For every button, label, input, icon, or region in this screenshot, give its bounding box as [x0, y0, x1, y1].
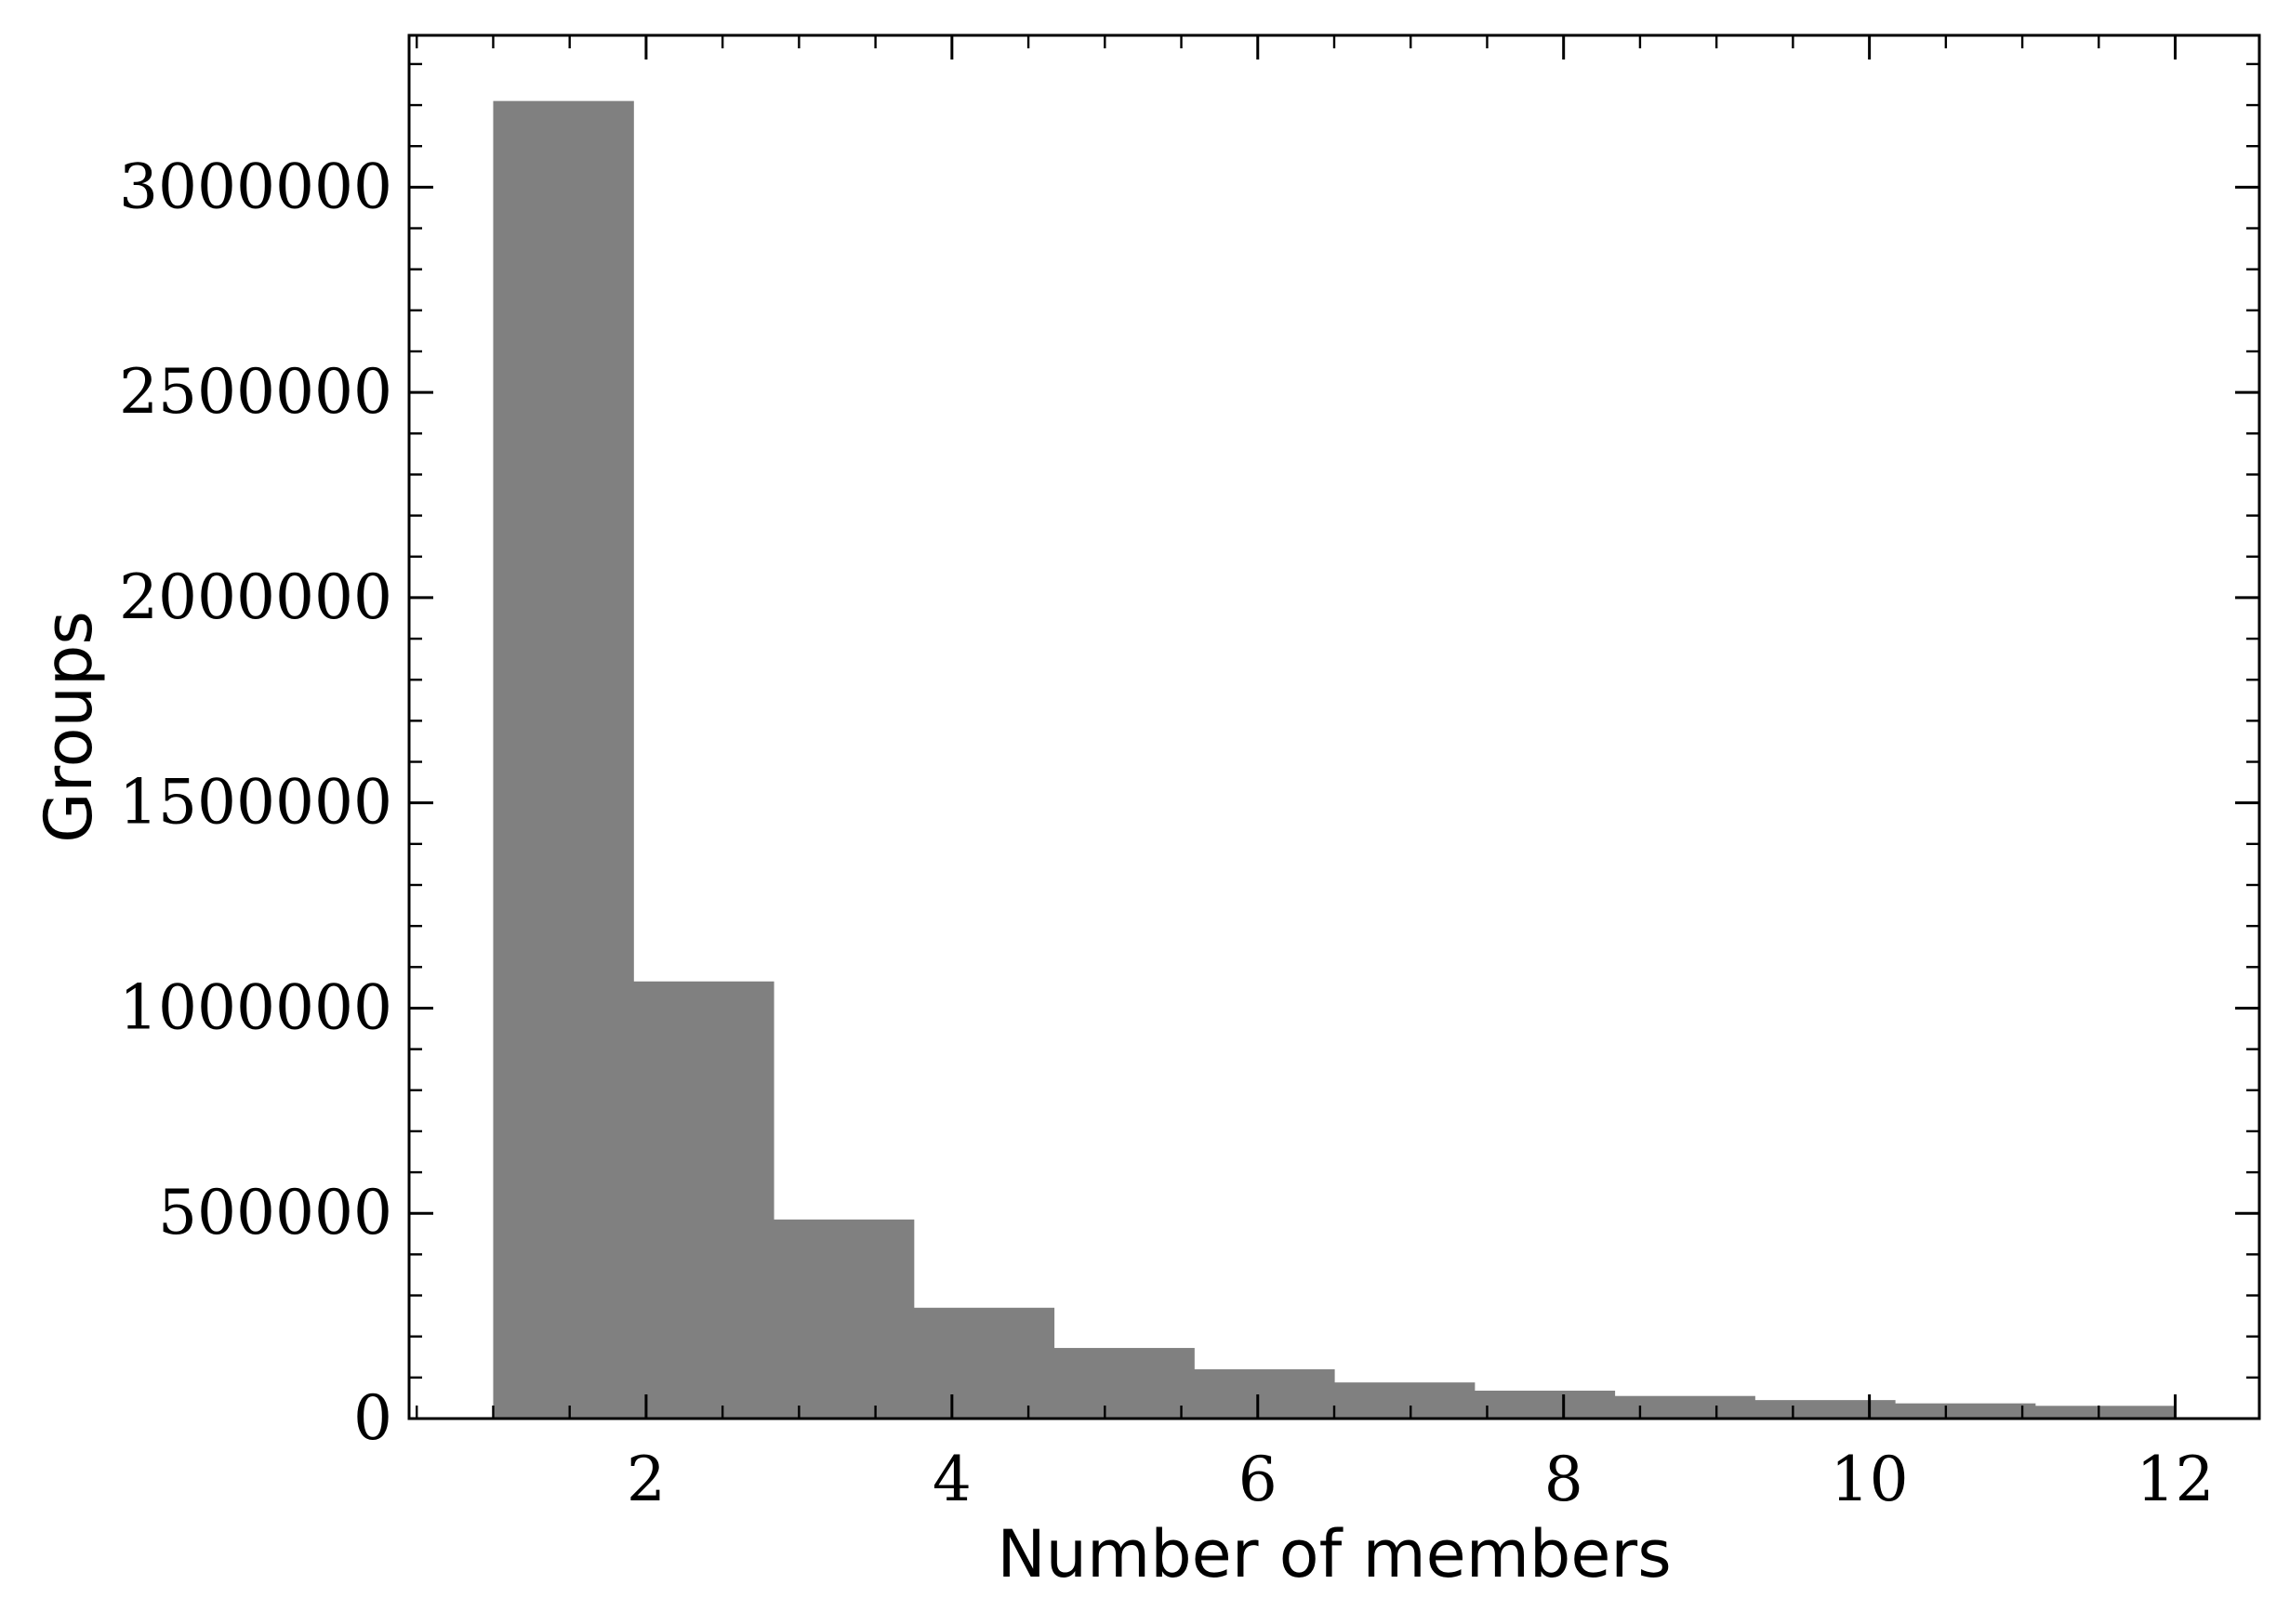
y-tick-label: 0 [353, 1382, 392, 1454]
y-tick-label: 2000000 [119, 561, 392, 633]
x-tick-label: 2 [627, 1444, 666, 1515]
y-axis-title: Groups [31, 611, 107, 843]
x-tick-label: 4 [933, 1444, 972, 1515]
x-tick-label: 6 [1238, 1444, 1277, 1515]
y-tick-label: 500000 [158, 1177, 392, 1248]
y-tick-label: 1000000 [119, 971, 392, 1043]
ticks-group [409, 35, 2259, 1420]
y-tick-label: 2500000 [119, 356, 392, 428]
x-axis-title: Number of members [997, 1516, 1671, 1592]
plot-frame [407, 33, 2261, 1420]
histogram-bar [913, 1307, 1055, 1419]
histogram-bar [1334, 1382, 1476, 1419]
histogram-bar [1754, 1400, 1896, 1419]
histogram-bar [493, 100, 634, 1419]
histogram-bar [1474, 1390, 1616, 1419]
bars-group [493, 100, 2177, 1419]
histogram-bar [633, 981, 774, 1419]
histogram-bar [773, 1219, 915, 1419]
x-tick-label: 10 [1831, 1444, 1909, 1515]
histogram-bar [2034, 1406, 2177, 1419]
x-tick-label: 8 [1544, 1444, 1583, 1515]
histogram-bar [1895, 1403, 2036, 1419]
histogram-bar [1053, 1348, 1195, 1419]
y-tick-label: 1500000 [119, 767, 392, 838]
x-tick-label: 12 [2137, 1444, 2215, 1515]
histogram-bar [1614, 1395, 1755, 1419]
tick-labels-group: 2 4 6 8 10 12 0 500000 1000000 1500000 2000000 2500… [119, 151, 2214, 1515]
y-tick-label: 3000000 [119, 151, 392, 222]
histogram-bar [1194, 1369, 1335, 1419]
